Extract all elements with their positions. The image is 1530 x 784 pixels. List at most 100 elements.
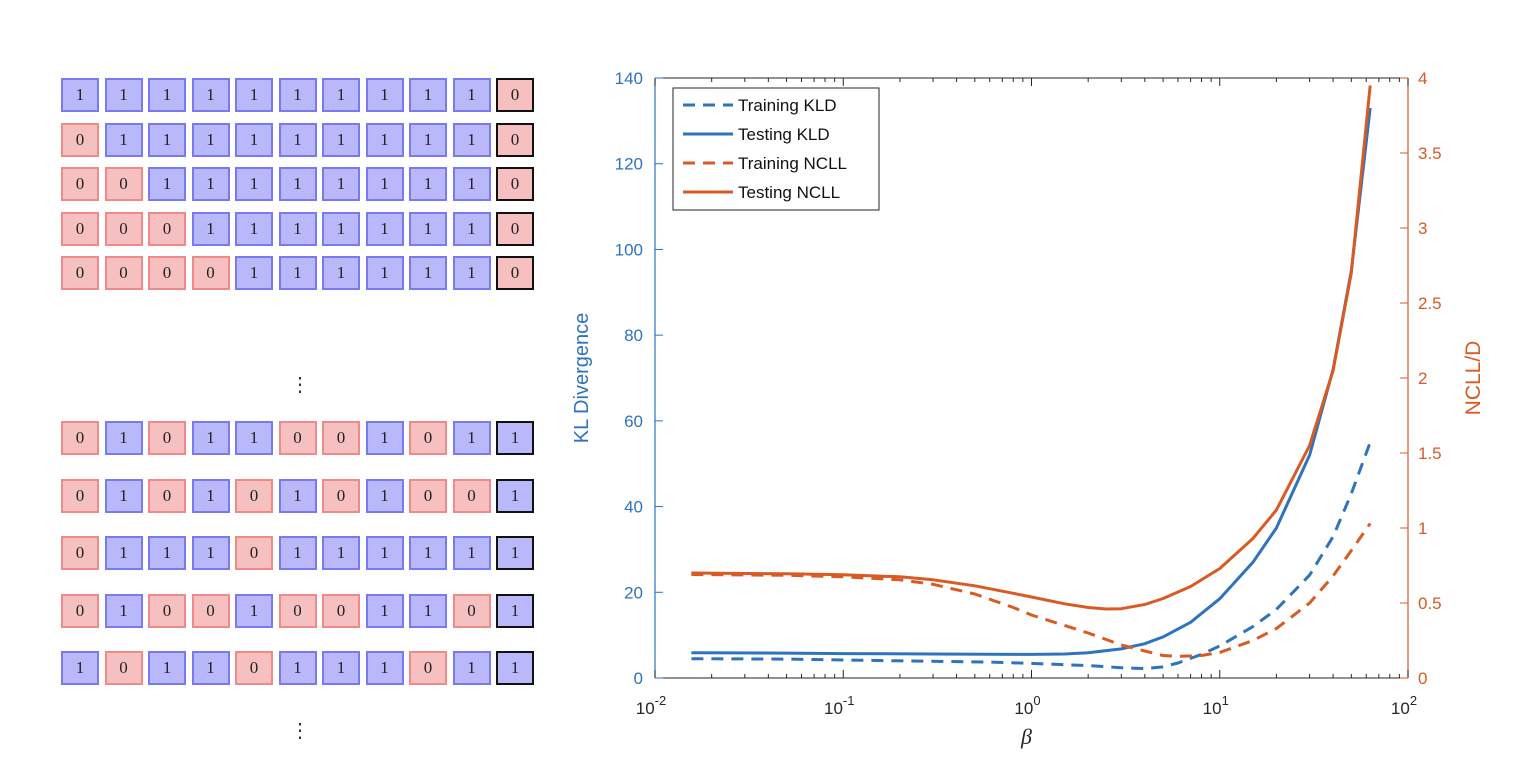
sequence-cell: 0 [61, 478, 99, 513]
y-right-tick-label: 0.5 [1418, 594, 1442, 613]
sequence-cell: 0 [409, 651, 447, 685]
sequence-cell: 1 [322, 536, 360, 570]
sequence-cell: 1 [365, 421, 404, 455]
y-left-tick-label: 40 [624, 498, 643, 517]
legend-label: Training NCLL [738, 154, 847, 173]
sequence-cell: 1 [365, 536, 404, 570]
sequence-cell: 1 [452, 651, 491, 685]
sequence-cell: 0 [235, 651, 273, 685]
sequence-cell: 0 [104, 167, 143, 201]
sequence-cell: 1 [104, 78, 143, 112]
sequence-cell: 1 [365, 478, 404, 513]
y-right-tick-label: 4 [1418, 69, 1427, 88]
sequence-cell: 1 [235, 167, 273, 201]
sequence-cell: 1 [365, 211, 404, 246]
sequence-cell: 0 [191, 256, 230, 290]
sequence-cell: 1 [409, 256, 447, 290]
sequence-cell: 1 [365, 122, 404, 157]
sequence-cell: 0 [235, 536, 273, 570]
sequence-cell: 1 [104, 122, 143, 157]
sequence-cell: 1 [322, 122, 360, 157]
sequence-cell: 0 [61, 536, 99, 570]
series-line-1 [691, 107, 1372, 656]
legend-label: Training KLD [738, 96, 837, 115]
sequence-cell: 1 [278, 122, 317, 157]
sequence-cell: 1 [365, 651, 404, 685]
sequence-cell: 1 [235, 78, 273, 112]
sequence-cell: 1 [235, 593, 273, 628]
sequence-cell: 1 [409, 167, 447, 201]
sequence-cell: 1 [191, 122, 230, 157]
sequence-cell: 1 [409, 122, 447, 157]
sequence-cell: 1 [191, 478, 230, 513]
sequence-cell: 1 [409, 211, 447, 246]
sequence-cell: 0 [104, 211, 143, 246]
legend-box [672, 87, 880, 211]
sequence-cell: 1 [322, 211, 360, 246]
sequence-cell: 0 [191, 593, 230, 628]
sequence-cell: 0 [148, 211, 186, 246]
sequence-label-cell: 0 [496, 167, 534, 201]
sequence-cell: 0 [104, 651, 143, 685]
sequence-cell: 0 [278, 421, 317, 455]
ellipsis: ⋮ [290, 374, 310, 396]
sequence-cell: 1 [278, 167, 317, 201]
series-line-0 [691, 441, 1372, 671]
sequence-label-cell: 1 [496, 593, 534, 628]
sequence-cell: 0 [61, 211, 99, 246]
sequence-cell: 1 [148, 536, 186, 570]
sequence-cell: 1 [409, 593, 447, 628]
sequence-cell: 1 [409, 78, 447, 112]
y-left-tick-label: 60 [624, 412, 643, 431]
sequence-cell: 0 [322, 593, 360, 628]
sequence-cell: 1 [104, 421, 143, 455]
sequence-label-cell: 1 [496, 421, 534, 455]
sequence-label-cell: 1 [496, 651, 534, 685]
sequence-cell: 1 [322, 78, 360, 112]
y-right-tick-label: 2.5 [1418, 294, 1442, 313]
sequence-cell: 1 [452, 167, 491, 201]
y-left-tick-label: 80 [624, 326, 643, 345]
sequence-cell: 0 [409, 478, 447, 513]
sequence-cell: 1 [365, 593, 404, 628]
y-right-tick-label: 3 [1418, 219, 1427, 238]
sequence-cell: 0 [148, 593, 186, 628]
sequence-cell: 1 [452, 256, 491, 290]
x-tick-label: 100 [1014, 693, 1040, 718]
y-right-tick-label: 1.5 [1418, 444, 1442, 463]
y-left-tick-label: 100 [615, 240, 643, 259]
sequence-cell: 1 [278, 651, 317, 685]
sequence-cell: 1 [452, 211, 491, 246]
sequence-cell: 1 [104, 478, 143, 513]
y-left-tick-label: 140 [615, 69, 643, 88]
sequence-cell: 1 [409, 536, 447, 570]
sequence-cell: 1 [148, 78, 186, 112]
y-left-tick-label: 20 [624, 583, 643, 602]
sequence-cell: 1 [104, 536, 143, 570]
sequence-cell: 1 [365, 167, 404, 201]
sequence-cell: 1 [278, 78, 317, 112]
sequence-cell: 0 [278, 593, 317, 628]
sequence-cell: 1 [452, 78, 491, 112]
x-tick-label: 102 [1391, 693, 1417, 718]
sequence-cell: 0 [148, 421, 186, 455]
sequence-label-cell: 1 [496, 536, 534, 570]
sequence-cell: 1 [148, 167, 186, 201]
sequence-cell: 1 [61, 78, 99, 112]
sequence-cell: 1 [148, 651, 186, 685]
sequence-cell: 1 [322, 651, 360, 685]
y-left-axis-label: KL Divergence [571, 313, 593, 443]
ellipsis: ⋮ [290, 720, 310, 742]
sequence-cell: 0 [61, 421, 99, 455]
y-left-tick-label: 0 [634, 669, 643, 688]
sequence-cell: 0 [148, 256, 186, 290]
y-left-tick-label: 120 [615, 155, 643, 174]
sequence-label-cell: 0 [496, 256, 534, 290]
sequence-cell: 1 [278, 478, 317, 513]
series-line-3 [691, 85, 1372, 611]
sequence-cell: 1 [452, 122, 491, 157]
y-right-tick-label: 1 [1418, 519, 1427, 538]
sequence-cell: 0 [148, 478, 186, 513]
legend-label: Testing KLD [738, 125, 830, 144]
